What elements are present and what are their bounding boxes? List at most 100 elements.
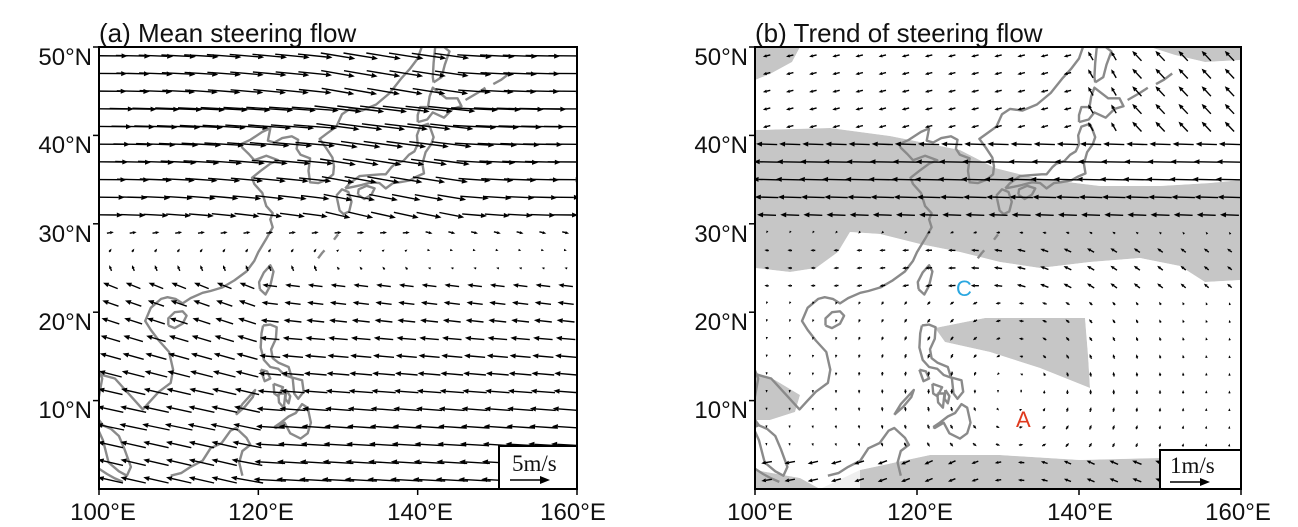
- coastline-segment: [1077, 86, 1125, 124]
- flow-vector: [1225, 214, 1239, 216]
- flow-vector: [518, 284, 528, 288]
- flow-vector-head: [878, 89, 883, 93]
- flow-vector: [1158, 124, 1166, 132]
- flow-vector-head: [766, 230, 769, 234]
- flow-vector-head: [950, 425, 953, 430]
- flow-vector-head: [238, 317, 245, 323]
- flow-vector-head: [811, 407, 814, 411]
- flow-vector: [411, 158, 442, 165]
- flow-vector-head: [1088, 301, 1093, 305]
- flow-vector: [434, 70, 463, 76]
- flow-vector: [352, 443, 376, 447]
- flow-vector: [483, 195, 506, 199]
- flow-vector-head: [1087, 265, 1092, 270]
- flow-vector: [951, 89, 956, 92]
- flow-vector-head: [399, 283, 405, 288]
- flow-vector: [1221, 178, 1241, 181]
- flow-vector-head: [1104, 212, 1111, 218]
- flow-vector-head: [963, 194, 970, 200]
- flow-vector-head: [1020, 443, 1024, 447]
- flow-vector: [1043, 267, 1049, 271]
- flow-vector: [376, 408, 397, 412]
- flow-vector-head: [255, 441, 262, 447]
- flow-vector-head: [1201, 50, 1207, 57]
- flow-vector: [781, 178, 804, 181]
- flow-vector: [882, 107, 887, 110]
- flow-vector-head: [1103, 141, 1110, 147]
- flow-vector: [537, 372, 555, 376]
- flow-vector-head: [109, 231, 114, 235]
- flow-vector: [905, 124, 910, 128]
- flow-vector-head: [1195, 141, 1202, 147]
- flow-vector-head: [485, 388, 492, 394]
- flow-vector-head: [253, 213, 260, 219]
- flow-vector: [425, 231, 429, 234]
- flow-vector-head: [1158, 407, 1162, 411]
- flow-vector-head: [405, 266, 408, 270]
- flow-vector: [246, 268, 249, 272]
- flow-vector: [760, 196, 779, 199]
- flow-vector: [1136, 267, 1141, 271]
- flow-vector: [367, 87, 395, 94]
- flow-vector: [881, 460, 888, 464]
- flow-vector: [1202, 214, 1216, 216]
- flow-vector-head: [788, 372, 791, 376]
- flow-vector-head: [170, 300, 177, 305]
- flow-vector-head: [764, 284, 768, 288]
- flow-vector-head: [463, 161, 470, 166]
- coastline-segment: [492, 72, 511, 86]
- flow-vector-head: [352, 300, 359, 306]
- flow-vector-head: [764, 249, 768, 252]
- flow-vector: [1181, 54, 1189, 62]
- flow-vector-head: [993, 284, 998, 288]
- flow-vector: [812, 124, 817, 128]
- flow-vector: [171, 477, 192, 484]
- flow-vector-head: [832, 71, 837, 76]
- flow-vector-head: [1065, 443, 1070, 447]
- flow-vector: [808, 143, 824, 146]
- flow-vector-head: [762, 89, 767, 93]
- flow-vector-head: [1203, 283, 1208, 288]
- flow-vector: [1038, 196, 1057, 199]
- flow-vector-head: [811, 425, 814, 429]
- flow-vector-head: [1065, 407, 1069, 411]
- flow-vector-head: [368, 459, 375, 465]
- flow-vector: [431, 141, 466, 147]
- flow-vector: [1158, 54, 1166, 62]
- flow-vector-head: [927, 319, 931, 323]
- flow-vector: [904, 477, 911, 481]
- flow-vector: [974, 107, 979, 110]
- flow-vector-head: [461, 406, 468, 412]
- flow-vector-head: [856, 248, 860, 252]
- flow-vector-head: [188, 405, 195, 411]
- flow-vector: [161, 72, 190, 75]
- flow-vector: [225, 124, 263, 129]
- flow-vector: [835, 460, 842, 464]
- flow-vector: [997, 267, 1003, 270]
- flow-vector: [153, 284, 164, 290]
- flow-vector: [1113, 303, 1116, 306]
- flow-vector-head: [788, 354, 792, 358]
- flow-vector: [172, 389, 191, 396]
- flow-vector: [1227, 89, 1235, 97]
- panel-a-xtick-140: 140°E: [387, 499, 453, 526]
- flow-vector-head: [349, 161, 356, 167]
- flow-vector-head: [439, 72, 446, 78]
- flow-vector: [154, 250, 156, 253]
- flow-vector: [221, 284, 232, 290]
- flow-vector: [928, 54, 933, 57]
- flow-vector: [340, 140, 375, 147]
- flow-vector-head: [823, 159, 830, 165]
- flow-vector: [183, 160, 214, 164]
- flow-vector-head: [370, 406, 377, 412]
- flow-vector-head: [893, 194, 900, 200]
- flow-vector-head: [353, 126, 360, 132]
- flow-vector: [562, 231, 566, 234]
- flow-vector-head: [950, 408, 953, 412]
- flow-vector: [1021, 107, 1026, 110]
- flow-vector-head: [902, 284, 907, 288]
- flow-vector-head: [1182, 337, 1185, 341]
- flow-vector-head: [971, 478, 976, 482]
- flow-vector: [109, 268, 113, 272]
- flow-vector-head: [397, 318, 404, 324]
